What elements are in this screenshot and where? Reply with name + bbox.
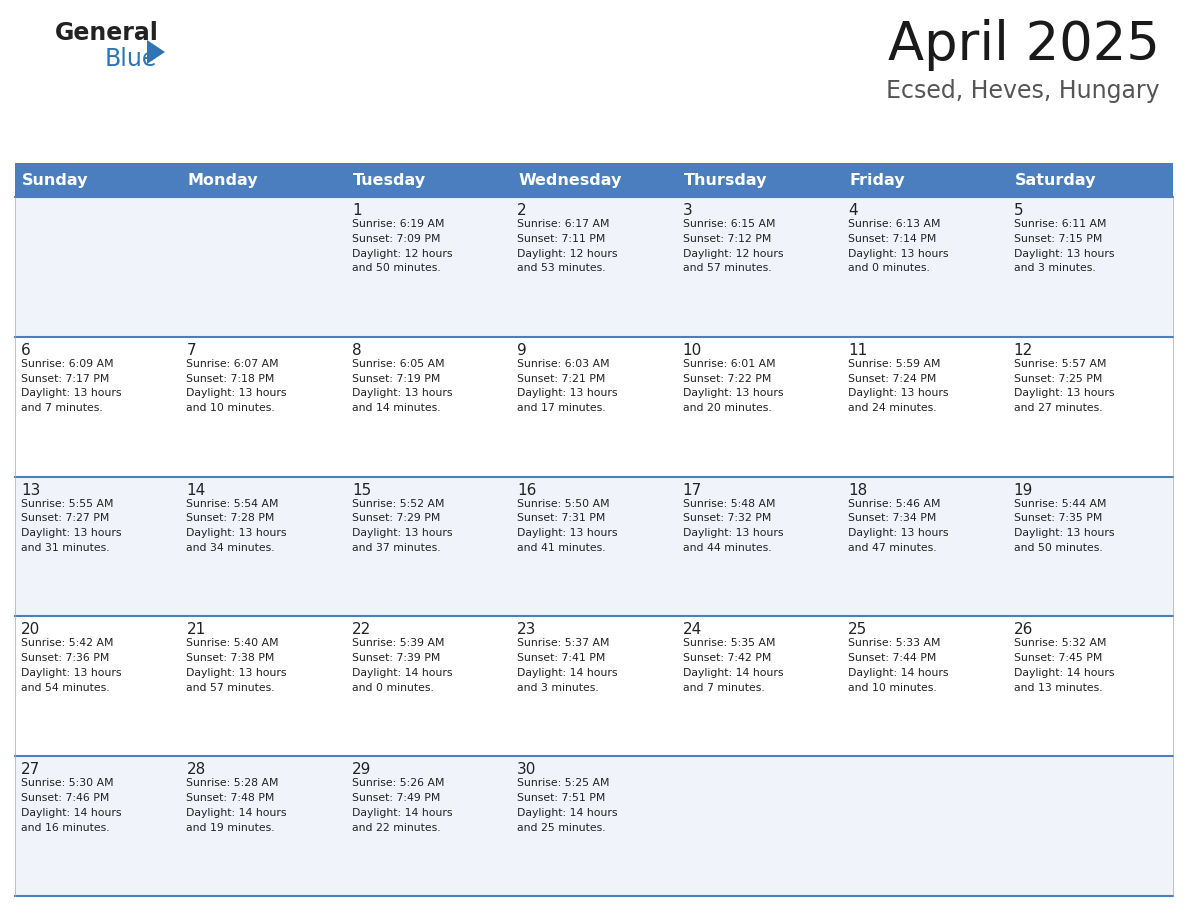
Text: 23: 23 (517, 622, 537, 637)
Text: 27: 27 (21, 762, 40, 778)
Text: April 2025: April 2025 (889, 19, 1159, 71)
Text: Sunrise: 5:57 AM
Sunset: 7:25 PM
Daylight: 13 hours
and 27 minutes.: Sunrise: 5:57 AM Sunset: 7:25 PM Dayligh… (1013, 359, 1114, 413)
Text: General: General (55, 21, 159, 45)
Text: 28: 28 (187, 762, 206, 778)
Text: Sunrise: 5:48 AM
Sunset: 7:32 PM
Daylight: 13 hours
and 44 minutes.: Sunrise: 5:48 AM Sunset: 7:32 PM Dayligh… (683, 498, 783, 553)
Text: Sunrise: 5:50 AM
Sunset: 7:31 PM
Daylight: 13 hours
and 41 minutes.: Sunrise: 5:50 AM Sunset: 7:31 PM Dayligh… (517, 498, 618, 553)
Bar (15, 337, 1173, 476)
Text: 14: 14 (187, 483, 206, 498)
Text: 2: 2 (517, 203, 527, 218)
Text: 19: 19 (1013, 483, 1032, 498)
Text: Sunrise: 5:42 AM
Sunset: 7:36 PM
Daylight: 13 hours
and 54 minutes.: Sunrise: 5:42 AM Sunset: 7:36 PM Dayligh… (21, 638, 121, 693)
Text: 8: 8 (352, 342, 361, 358)
Text: 22: 22 (352, 622, 371, 637)
Text: 16: 16 (517, 483, 537, 498)
Text: 29: 29 (352, 762, 371, 778)
Text: 25: 25 (848, 622, 867, 637)
Text: 4: 4 (848, 203, 858, 218)
Text: Sunrise: 6:17 AM
Sunset: 7:11 PM
Daylight: 12 hours
and 53 minutes.: Sunrise: 6:17 AM Sunset: 7:11 PM Dayligh… (517, 219, 618, 274)
Text: Sunrise: 5:32 AM
Sunset: 7:45 PM
Daylight: 14 hours
and 13 minutes.: Sunrise: 5:32 AM Sunset: 7:45 PM Dayligh… (1013, 638, 1114, 693)
Text: Sunrise: 5:59 AM
Sunset: 7:24 PM
Daylight: 13 hours
and 24 minutes.: Sunrise: 5:59 AM Sunset: 7:24 PM Dayligh… (848, 359, 949, 413)
Text: 1: 1 (352, 203, 361, 218)
Text: Sunrise: 6:11 AM
Sunset: 7:15 PM
Daylight: 13 hours
and 3 minutes.: Sunrise: 6:11 AM Sunset: 7:15 PM Dayligh… (1013, 219, 1114, 274)
Polygon shape (147, 40, 165, 64)
Text: 15: 15 (352, 483, 371, 498)
Text: Wednesday: Wednesday (518, 173, 621, 187)
Text: Tuesday: Tuesday (353, 173, 426, 187)
Text: Sunrise: 6:07 AM
Sunset: 7:18 PM
Daylight: 13 hours
and 10 minutes.: Sunrise: 6:07 AM Sunset: 7:18 PM Dayligh… (187, 359, 287, 413)
Text: Sunrise: 5:28 AM
Sunset: 7:48 PM
Daylight: 14 hours
and 19 minutes.: Sunrise: 5:28 AM Sunset: 7:48 PM Dayligh… (187, 778, 287, 833)
Text: Sunrise: 5:26 AM
Sunset: 7:49 PM
Daylight: 14 hours
and 22 minutes.: Sunrise: 5:26 AM Sunset: 7:49 PM Dayligh… (352, 778, 453, 833)
Text: 17: 17 (683, 483, 702, 498)
Text: Sunrise: 5:39 AM
Sunset: 7:39 PM
Daylight: 14 hours
and 0 minutes.: Sunrise: 5:39 AM Sunset: 7:39 PM Dayligh… (352, 638, 453, 693)
Text: Thursday: Thursday (684, 173, 767, 187)
Text: Sunrise: 6:15 AM
Sunset: 7:12 PM
Daylight: 12 hours
and 57 minutes.: Sunrise: 6:15 AM Sunset: 7:12 PM Dayligh… (683, 219, 783, 274)
Text: Sunrise: 5:37 AM
Sunset: 7:41 PM
Daylight: 14 hours
and 3 minutes.: Sunrise: 5:37 AM Sunset: 7:41 PM Dayligh… (517, 638, 618, 693)
Text: 18: 18 (848, 483, 867, 498)
Text: 5: 5 (1013, 203, 1023, 218)
Text: 13: 13 (21, 483, 40, 498)
Bar (15, 756, 1173, 896)
Text: Monday: Monday (188, 173, 258, 187)
Text: Ecsed, Heves, Hungary: Ecsed, Heves, Hungary (886, 79, 1159, 103)
Text: 30: 30 (517, 762, 537, 778)
Text: Friday: Friday (849, 173, 905, 187)
Text: Sunrise: 6:19 AM
Sunset: 7:09 PM
Daylight: 12 hours
and 50 minutes.: Sunrise: 6:19 AM Sunset: 7:09 PM Dayligh… (352, 219, 453, 274)
Text: 6: 6 (21, 342, 31, 358)
Text: Sunrise: 5:55 AM
Sunset: 7:27 PM
Daylight: 13 hours
and 31 minutes.: Sunrise: 5:55 AM Sunset: 7:27 PM Dayligh… (21, 498, 121, 553)
Text: 26: 26 (1013, 622, 1032, 637)
Text: Blue: Blue (105, 47, 157, 71)
Text: Sunrise: 6:03 AM
Sunset: 7:21 PM
Daylight: 13 hours
and 17 minutes.: Sunrise: 6:03 AM Sunset: 7:21 PM Dayligh… (517, 359, 618, 413)
Text: 7: 7 (187, 342, 196, 358)
Text: Sunrise: 5:33 AM
Sunset: 7:44 PM
Daylight: 14 hours
and 10 minutes.: Sunrise: 5:33 AM Sunset: 7:44 PM Dayligh… (848, 638, 949, 693)
Text: Sunrise: 5:46 AM
Sunset: 7:34 PM
Daylight: 13 hours
and 47 minutes.: Sunrise: 5:46 AM Sunset: 7:34 PM Dayligh… (848, 498, 949, 553)
Text: Sunrise: 5:52 AM
Sunset: 7:29 PM
Daylight: 13 hours
and 37 minutes.: Sunrise: 5:52 AM Sunset: 7:29 PM Dayligh… (352, 498, 453, 553)
Text: 20: 20 (21, 622, 40, 637)
Text: Sunrise: 5:35 AM
Sunset: 7:42 PM
Daylight: 14 hours
and 7 minutes.: Sunrise: 5:35 AM Sunset: 7:42 PM Dayligh… (683, 638, 783, 693)
Text: 10: 10 (683, 342, 702, 358)
Text: Sunrise: 5:25 AM
Sunset: 7:51 PM
Daylight: 14 hours
and 25 minutes.: Sunrise: 5:25 AM Sunset: 7:51 PM Dayligh… (517, 778, 618, 833)
Bar (15, 476, 1173, 616)
Text: 9: 9 (517, 342, 527, 358)
Text: 21: 21 (187, 622, 206, 637)
Text: Sunrise: 6:01 AM
Sunset: 7:22 PM
Daylight: 13 hours
and 20 minutes.: Sunrise: 6:01 AM Sunset: 7:22 PM Dayligh… (683, 359, 783, 413)
Text: 3: 3 (683, 203, 693, 218)
Bar (15, 163, 1173, 197)
Text: Sunday: Sunday (23, 173, 88, 187)
Text: 11: 11 (848, 342, 867, 358)
Text: Sunrise: 5:30 AM
Sunset: 7:46 PM
Daylight: 14 hours
and 16 minutes.: Sunrise: 5:30 AM Sunset: 7:46 PM Dayligh… (21, 778, 121, 833)
Text: Sunrise: 6:13 AM
Sunset: 7:14 PM
Daylight: 13 hours
and 0 minutes.: Sunrise: 6:13 AM Sunset: 7:14 PM Dayligh… (848, 219, 949, 274)
Bar (15, 197, 1173, 337)
Text: Saturday: Saturday (1015, 173, 1097, 187)
Text: Sunrise: 5:54 AM
Sunset: 7:28 PM
Daylight: 13 hours
and 34 minutes.: Sunrise: 5:54 AM Sunset: 7:28 PM Dayligh… (187, 498, 287, 553)
Text: Sunrise: 6:05 AM
Sunset: 7:19 PM
Daylight: 13 hours
and 14 minutes.: Sunrise: 6:05 AM Sunset: 7:19 PM Dayligh… (352, 359, 453, 413)
Text: 12: 12 (1013, 342, 1032, 358)
Text: 24: 24 (683, 622, 702, 637)
Bar (15, 616, 1173, 756)
Text: Sunrise: 5:44 AM
Sunset: 7:35 PM
Daylight: 13 hours
and 50 minutes.: Sunrise: 5:44 AM Sunset: 7:35 PM Dayligh… (1013, 498, 1114, 553)
Text: Sunrise: 6:09 AM
Sunset: 7:17 PM
Daylight: 13 hours
and 7 minutes.: Sunrise: 6:09 AM Sunset: 7:17 PM Dayligh… (21, 359, 121, 413)
Text: Sunrise: 5:40 AM
Sunset: 7:38 PM
Daylight: 13 hours
and 57 minutes.: Sunrise: 5:40 AM Sunset: 7:38 PM Dayligh… (187, 638, 287, 693)
